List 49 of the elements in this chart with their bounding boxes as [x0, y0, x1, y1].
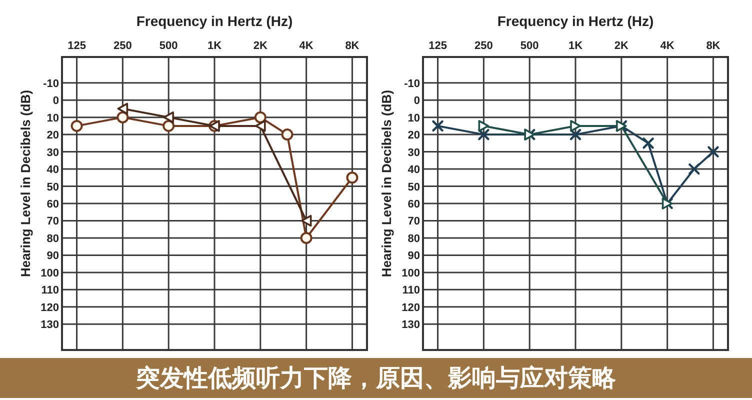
y-tick-label: 100: [40, 267, 59, 280]
y-tick-label: 50: [46, 181, 59, 194]
y-tick-label: 50: [408, 181, 420, 194]
y-tick-label: 30: [408, 146, 420, 159]
y-tick-label: 40: [46, 164, 59, 176]
y-tick-label: 110: [41, 284, 59, 297]
y-tick-label: 70: [408, 216, 420, 228]
y-tick-label: 20: [408, 130, 420, 142]
x-tick-label: 250: [474, 40, 493, 52]
y-tick-label: 30: [46, 146, 59, 159]
y-tick-label: 130: [40, 319, 59, 332]
x-tick-label: 2K: [253, 40, 268, 52]
x-tick-label: 8K: [706, 40, 720, 52]
x-tick-label: 1K: [207, 40, 222, 52]
y-tick-label: 10: [46, 112, 59, 124]
x-tick-label: 500: [520, 40, 539, 52]
y-tick-label: 90: [46, 250, 59, 262]
y-axis-title: Hearing Level in Decibels (dB): [18, 90, 33, 278]
y-tick-label: 20: [46, 130, 59, 142]
y-tick-label: 70: [46, 216, 59, 228]
y-tick-label: 60: [408, 198, 420, 210]
x-tick-label: 8K: [345, 40, 360, 52]
y-tick-label: -10: [404, 78, 420, 90]
y-tick-label: 120: [402, 302, 420, 314]
y-tick-label: 80: [46, 232, 59, 245]
x-tick-label: 250: [114, 40, 132, 52]
y-tick-label: 0: [414, 95, 420, 108]
x-axis-title: Frequency in Hertz (Hz): [497, 13, 654, 29]
x-axis-title: Frequency in Hertz (Hz): [136, 13, 293, 29]
x-tick-label: 1K: [568, 40, 583, 52]
x-tick-label: 125: [428, 40, 447, 52]
x-tick-label: 4K: [299, 40, 314, 52]
y-tick-label: 0: [52, 95, 59, 108]
y-tick-label: 100: [402, 267, 420, 280]
y-tick-label: 60: [46, 198, 59, 210]
y-tick-label: 130: [402, 319, 420, 332]
y-tick-label: 40: [408, 164, 420, 176]
x-tick-label: 4K: [660, 40, 674, 52]
x-tick-label: 125: [68, 40, 86, 52]
x-tick-label: 500: [159, 40, 178, 52]
y-tick-label: 120: [40, 302, 59, 314]
y-tick-label: -10: [43, 78, 59, 90]
text: 突发性低频听力下降，原因、影响与应对策略: [135, 365, 617, 392]
x-tick-label: 2K: [614, 40, 628, 52]
y-tick-label: 90: [408, 250, 420, 262]
y-axis-title: Hearing Level in Decibels (dB): [379, 90, 394, 278]
y-tick-label: 80: [408, 232, 420, 245]
y-tick-label: 110: [402, 284, 420, 297]
y-tick-label: 10: [408, 112, 420, 124]
